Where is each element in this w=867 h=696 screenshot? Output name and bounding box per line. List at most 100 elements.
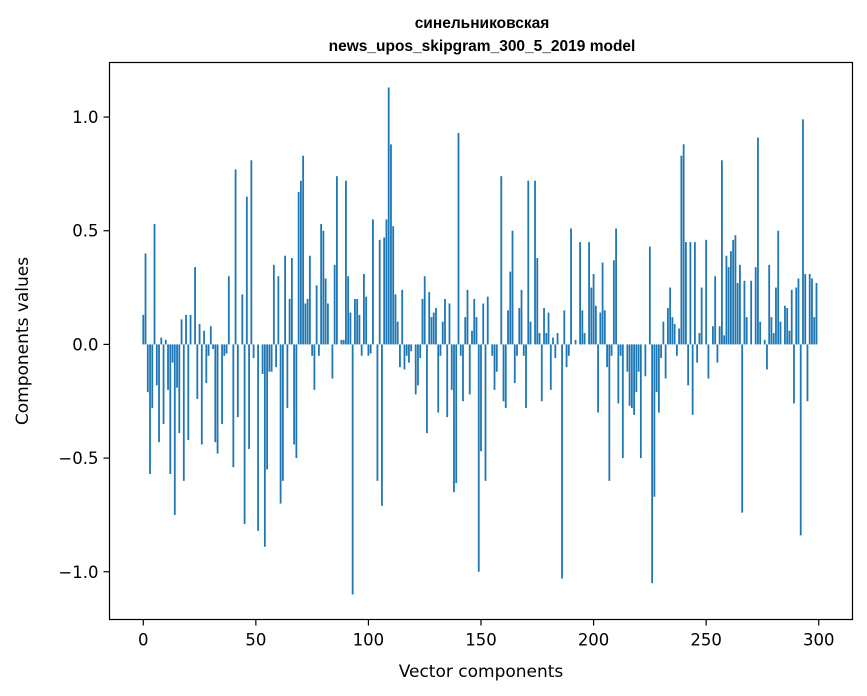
bar (741, 344, 744, 513)
bar (639, 344, 642, 459)
bar (441, 321, 444, 345)
bar (196, 344, 199, 399)
bar (790, 289, 793, 345)
bar (209, 326, 212, 345)
bar (648, 246, 651, 345)
bar (279, 344, 282, 504)
bar (736, 283, 739, 345)
bar (340, 339, 343, 345)
bar (349, 312, 352, 345)
bar (689, 242, 692, 345)
bar (630, 344, 633, 409)
bar (545, 333, 548, 345)
bar-series (142, 87, 818, 595)
bar (468, 344, 471, 395)
bar (308, 255, 311, 345)
bar (802, 119, 804, 345)
bar (313, 344, 316, 390)
bar (187, 344, 190, 440)
bar (381, 344, 383, 506)
bar (428, 292, 431, 345)
bar (657, 344, 660, 413)
bar (414, 344, 417, 395)
bar (806, 344, 809, 402)
bar (378, 239, 381, 345)
bar (583, 333, 586, 345)
bar (453, 344, 455, 493)
bar (439, 344, 442, 356)
bar (759, 321, 762, 345)
bar (599, 312, 602, 345)
bar (579, 242, 581, 345)
bar (232, 344, 235, 468)
bar (680, 155, 683, 345)
bar (162, 344, 165, 424)
bar (365, 296, 368, 345)
bar (403, 344, 406, 370)
bar (754, 267, 757, 345)
bar (437, 344, 440, 413)
bar (734, 235, 737, 345)
bar (750, 280, 753, 345)
bar (484, 344, 487, 481)
bar (493, 344, 496, 390)
bar (390, 144, 392, 345)
bar (248, 344, 250, 449)
bar (435, 308, 437, 345)
bar (743, 280, 746, 345)
bar (243, 344, 246, 525)
bar (160, 337, 163, 345)
bar (592, 273, 595, 345)
bar (779, 321, 782, 345)
bar (367, 344, 370, 356)
bar (290, 258, 293, 345)
bar (574, 339, 577, 345)
bar (142, 314, 145, 345)
bar (457, 132, 460, 345)
bar (263, 344, 266, 547)
bar (333, 264, 336, 345)
bar (619, 344, 622, 356)
bar (513, 344, 516, 384)
bar (516, 344, 518, 356)
x-tick-label: 50 (245, 631, 266, 650)
y-tick-label: −0.5 (58, 449, 98, 468)
bar (536, 258, 539, 345)
bar (320, 223, 323, 345)
bar (236, 344, 239, 418)
bar (606, 344, 608, 368)
bar (793, 344, 795, 404)
bar (543, 308, 545, 345)
bar (459, 344, 462, 356)
bar (547, 312, 550, 345)
bar (766, 344, 768, 370)
bar (455, 344, 458, 484)
bar (322, 230, 325, 345)
bar (707, 344, 710, 379)
bar (495, 344, 498, 372)
bar (473, 298, 476, 345)
bar (700, 287, 703, 345)
chart-title-line-1: синельниковская (415, 15, 550, 32)
bar (563, 310, 566, 345)
bar (268, 344, 271, 372)
bar (410, 344, 413, 352)
bar (671, 317, 674, 345)
bar (212, 344, 214, 349)
bar (158, 344, 160, 443)
bar (655, 344, 658, 393)
bar (549, 344, 552, 390)
bar (149, 344, 151, 474)
bar (317, 344, 320, 356)
bar (770, 317, 773, 345)
x-tick-label: 200 (578, 631, 610, 650)
x-axis-ticks: 0 50 100 150 200 250 300 (138, 619, 834, 650)
bar (417, 344, 419, 386)
bar (151, 344, 154, 409)
bar (687, 344, 690, 386)
bar (504, 344, 507, 409)
bar (795, 287, 798, 345)
bar (392, 226, 395, 345)
bar (180, 319, 183, 345)
bar (430, 317, 433, 345)
